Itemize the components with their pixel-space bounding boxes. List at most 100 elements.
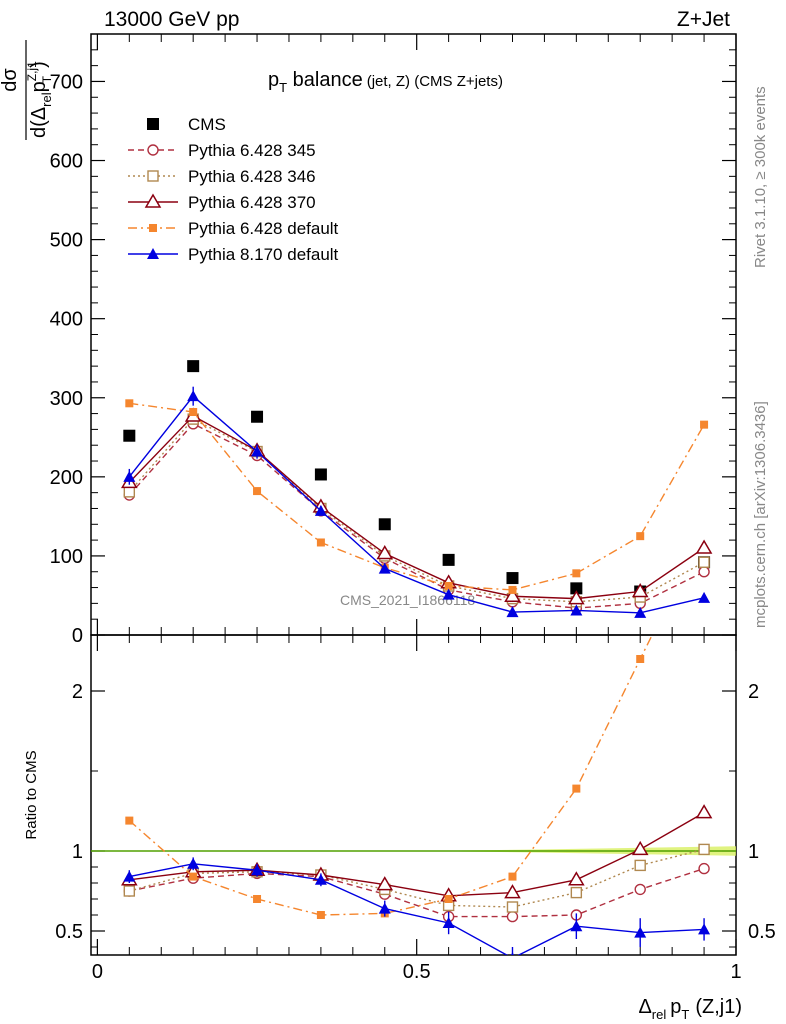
ratio-y-label: Ratio to CMS (23, 750, 40, 839)
ylabel-denominator: d(ΔrelpZ,j1T) (25, 61, 54, 138)
data-point (504, 884, 521, 899)
series-line-pythia-6-428-346 (128, 418, 705, 603)
data-point (376, 545, 394, 560)
legend-label: Pythia 6.428 default (188, 219, 339, 238)
rivet-label: Rivet 3.1.10, ≥ 300k events (752, 86, 769, 268)
series-line-pythia-6-428-345 (129, 867, 705, 918)
main-y-axis: 0 100 200 300 400 500 600 700 (50, 49, 736, 647)
data-point (444, 581, 453, 590)
data-point (695, 539, 713, 554)
data-point (378, 518, 391, 531)
legend-marker (147, 170, 159, 182)
data-point (508, 872, 517, 881)
data-point (251, 410, 264, 423)
process-label: Z+Jet (677, 8, 730, 31)
y-tick-label: 700 (50, 71, 83, 93)
legend-marker (147, 248, 159, 259)
legend-label: CMS (188, 115, 226, 134)
legend: CMS Pythia 6.428 345 Pythia 6.428 346 Pythi… (128, 115, 339, 264)
data-point (570, 604, 583, 616)
legend-marker (147, 118, 159, 130)
data-point (572, 569, 581, 578)
ratio-tick-label: 2 (72, 681, 83, 703)
ratio-data-layer (121, 527, 713, 955)
data-point (698, 556, 710, 568)
legend-entry: Pythia 6.428 default (128, 219, 339, 238)
series-line-pythia-8-170-default (128, 395, 705, 614)
ratio-tick-label: 0.5 (55, 921, 83, 943)
main-title: pT balance (jet, Z) (CMS Z+jets) (268, 69, 503, 95)
x-axis: 0 0.5 1 (92, 34, 742, 983)
x-axis-label: Δrel pT (Z,j1) (638, 996, 742, 1022)
data-point (570, 582, 583, 595)
data-point (572, 784, 581, 793)
data-point (253, 895, 262, 903)
legend-label: Pythia 6.428 345 (188, 141, 316, 160)
series-line-pythia-6-428-default (129, 402, 705, 591)
series-line-pythia-6-428-370 (129, 811, 705, 897)
legend-entry: Pythia 6.428 370 (128, 193, 316, 212)
legend-entry: Pythia 6.428 345 (128, 141, 316, 160)
energy-label: 13000 GeV pp (104, 8, 239, 31)
data-point (123, 486, 136, 498)
data-point (187, 857, 200, 869)
data-point (123, 870, 136, 882)
series-line-pythia-6-428-346 (129, 848, 705, 908)
y-tick-label: 500 (50, 230, 83, 252)
y-tick-label: 0 (72, 625, 83, 647)
data-point (700, 527, 708, 535)
data-point (125, 399, 134, 408)
series-line-pythia-6-428-345 (128, 422, 705, 609)
data-point (634, 883, 646, 896)
series-pythia-8-170-default (123, 857, 711, 955)
data-point (568, 590, 585, 605)
data-point (698, 843, 710, 856)
data-point (508, 585, 517, 594)
data-point (314, 504, 327, 516)
data-point (631, 583, 649, 598)
data-point (634, 859, 646, 872)
data-point (698, 591, 711, 603)
data-point (634, 926, 647, 938)
ratio-panel-frame (90, 634, 737, 956)
data-point (189, 407, 198, 416)
data-point (314, 873, 327, 885)
series-pythia-6-428-default (125, 399, 709, 594)
series-pythia-6-428-370 (121, 407, 713, 605)
data-point (253, 487, 262, 496)
series-pythia-6-428-346 (123, 413, 710, 608)
legend-entry: Pythia 8.170 default (128, 245, 339, 264)
data-point (442, 588, 455, 600)
ratio-reference (91, 846, 736, 856)
series-pythia-6-428-default (125, 527, 708, 919)
data-point (316, 538, 325, 547)
data-point (504, 587, 521, 603)
data-point (698, 923, 711, 935)
ratio-y-axis: 0.5 0.5 1 1 2 2 (55, 681, 776, 948)
data-point (506, 606, 519, 618)
series-pythia-6-428-346 (123, 843, 710, 913)
data-point (125, 816, 134, 825)
x-tick-label: 1 (730, 961, 741, 983)
data-point (123, 429, 136, 442)
main-data-layer (121, 360, 713, 618)
legend-label: Pythia 6.428 370 (188, 193, 316, 212)
data-point (189, 872, 198, 881)
data-point (506, 901, 519, 913)
series-line-pythia-6-428-370 (128, 415, 705, 600)
data-point (698, 862, 710, 875)
data-point (510, 952, 515, 955)
data-point (376, 876, 394, 891)
data-point (568, 871, 585, 886)
data-point (314, 468, 327, 481)
ratio-tick-label-right: 2 (748, 681, 759, 703)
data-point (251, 864, 264, 876)
data-point (506, 910, 519, 923)
data-point (444, 895, 453, 903)
data-point (695, 804, 713, 819)
series-cms (123, 360, 711, 598)
analysis-watermark: CMS_2021_I1866118 (340, 592, 475, 608)
data-point (700, 420, 709, 429)
series-pythia-6-428-345 (123, 418, 710, 614)
